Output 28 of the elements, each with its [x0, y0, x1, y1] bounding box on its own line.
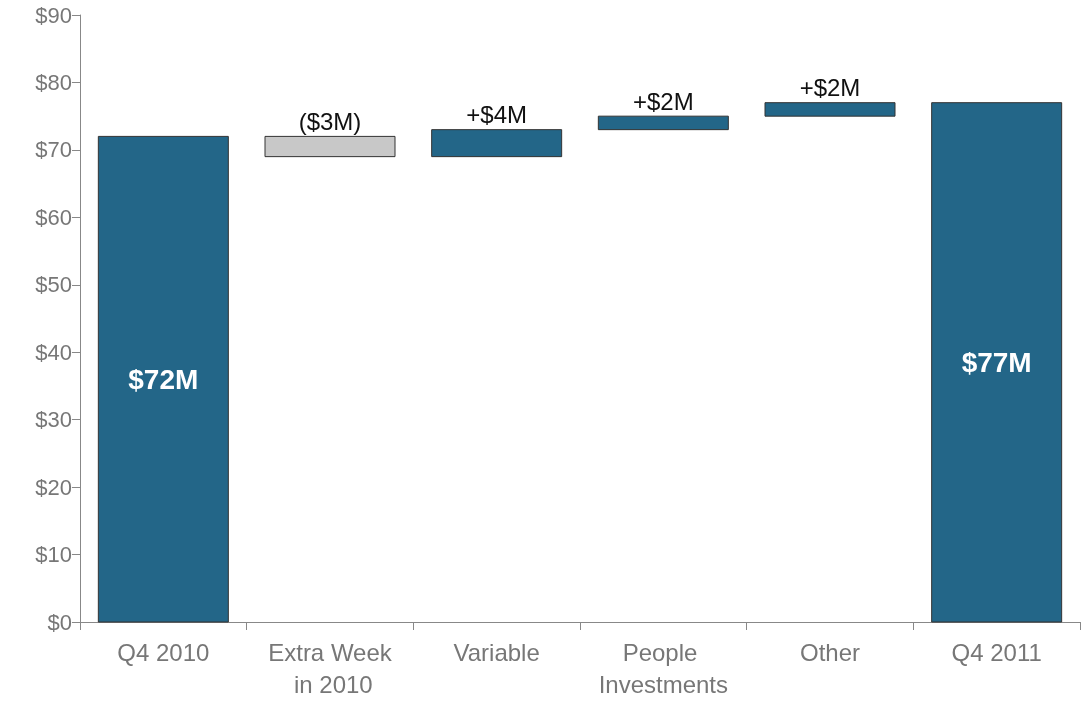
bar — [764, 102, 896, 117]
data-label: +$2M — [799, 74, 861, 102]
x-tick-label: People Investments — [598, 638, 729, 698]
data-label: $72M — [128, 363, 199, 395]
x-tick-label: Extra Week in 2010 — [268, 638, 393, 698]
y-tick-label: $90 — [35, 2, 72, 28]
y-tick-label: $30 — [35, 407, 72, 433]
y-tick-label: $20 — [35, 474, 72, 500]
data-label: +$4M — [466, 101, 528, 129]
x-tick-label: Q4 2011 — [951, 638, 1042, 666]
y-tick-label: $10 — [35, 542, 72, 568]
y-tick-label: $70 — [35, 137, 72, 163]
y-tick-label: $50 — [35, 272, 72, 298]
y-tick-label: $80 — [35, 69, 72, 95]
x-tick-label: Q4 2010 — [117, 638, 210, 666]
y-tick-label: $40 — [35, 339, 72, 365]
data-label: $77M — [961, 346, 1032, 378]
x-tick-label: Other — [799, 638, 861, 666]
y-tick-label: $60 — [35, 204, 72, 230]
bar — [264, 135, 396, 158]
x-tick-label: Variable — [453, 638, 540, 666]
bar — [431, 129, 563, 158]
bar — [97, 135, 229, 623]
data-label: +$2M — [632, 87, 694, 115]
bar — [597, 115, 729, 131]
data-label: ($3M) — [298, 107, 362, 135]
bar — [931, 102, 1063, 623]
y-tick-label: $0 — [47, 609, 72, 635]
